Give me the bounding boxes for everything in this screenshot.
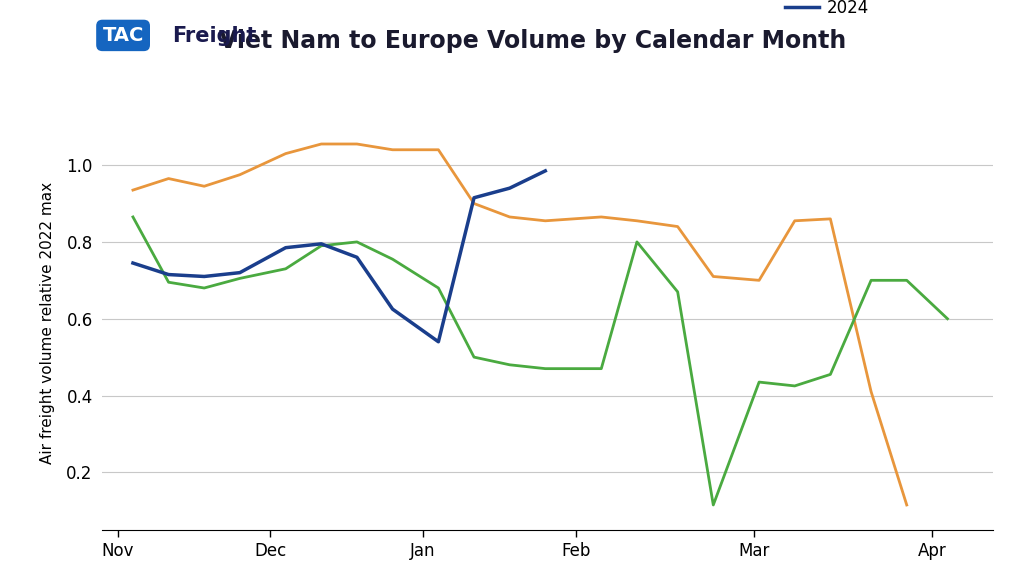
- Text: Freight: Freight: [172, 26, 256, 46]
- Legend: 2022, 2024, 2023: 2022, 2024, 2023: [778, 0, 985, 24]
- Y-axis label: Air freight volume relative 2022 max: Air freight volume relative 2022 max: [40, 181, 55, 464]
- Text: Viet Nam to Europe Volume by Calendar Month: Viet Nam to Europe Volume by Calendar Mo…: [219, 29, 846, 53]
- Text: TAC: TAC: [102, 26, 143, 45]
